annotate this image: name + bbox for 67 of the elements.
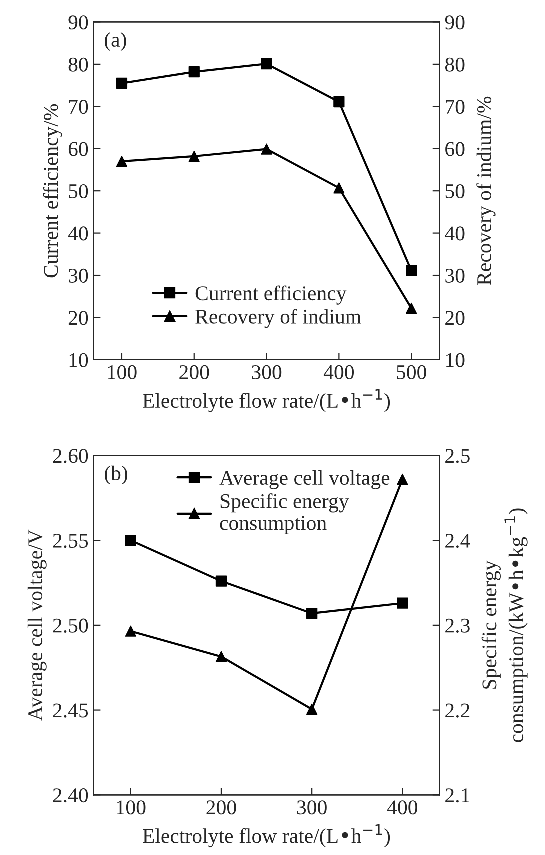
y-tick-label: 60: [68, 142, 88, 156]
y-tick-label: 2.45: [53, 704, 88, 718]
x-axis-title: Electrolyte flow rate/(L•h$^{−1}$): [143, 824, 390, 848]
y2-axis-title: Specific energy consumption/(kW•h•kg$^{−1}$): [482, 508, 528, 742]
y-tick-label: 90: [68, 16, 88, 30]
point: [116, 156, 128, 168]
point: [116, 78, 128, 90]
y2-tick-label: 10: [446, 353, 465, 368]
x-axis-title: Electrolyte flow rate/(L•h$^{−1}$): [143, 389, 390, 412]
x-tick-label: 300: [297, 800, 327, 815]
y2-tick-label: 2.5: [446, 449, 470, 464]
annotation: (b): [105, 466, 128, 485]
y2-tick-label: 2.1: [446, 788, 470, 803]
y2-tick-label: 90: [445, 16, 465, 30]
legend-label: Average cell voltage: [220, 470, 390, 490]
point: [216, 651, 228, 662]
point: [261, 58, 272, 70]
x-tick-label: 300: [252, 365, 282, 380]
legend-label: Specific energy consumption: [220, 494, 350, 534]
legend-label: Current efficiency: [196, 286, 347, 305]
point: [334, 182, 345, 194]
y-tick-label: 80: [68, 58, 88, 72]
y-tick-label: 20: [68, 311, 88, 326]
point: [306, 704, 318, 716]
x-tick-label: 500: [397, 365, 426, 380]
annotation: (a): [105, 32, 126, 52]
point: [406, 265, 418, 276]
y2-tick-label: 70: [446, 100, 465, 114]
y-axis-title: Average cell voltage/V: [28, 530, 47, 722]
point: [188, 150, 200, 162]
y2-axis-title: Recovery of indium/%: [476, 96, 496, 286]
point: [125, 626, 136, 637]
point: [216, 576, 228, 587]
x-tick-label: 200: [180, 365, 210, 380]
y-tick-label: 30: [69, 268, 88, 283]
y2-tick-label: 2.4: [446, 534, 470, 548]
y2-tick-label: 2.3: [446, 618, 470, 633]
y-tick-label: 2.40: [53, 788, 88, 803]
x-tick-label: 100: [108, 365, 137, 380]
y-tick-label: 10: [70, 353, 88, 368]
point: [125, 535, 136, 546]
y2-tick-label: 50: [446, 184, 465, 199]
y-axis-title: Current efficiency/%: [43, 104, 62, 278]
y-tick-label: 2.50: [53, 618, 88, 633]
legend-label: Recovery of indium: [196, 309, 362, 328]
y-tick-label: 40: [68, 226, 88, 241]
y-tick-label: 2.55: [53, 534, 88, 548]
y2-tick-label: 20: [446, 311, 465, 326]
y-tick-label: 50: [69, 184, 88, 199]
point: [188, 66, 200, 78]
y-tick-label: 2.60: [53, 449, 88, 464]
point: [397, 598, 408, 609]
x-tick-label: 100: [117, 800, 146, 815]
y-tick-label: 70: [69, 100, 88, 114]
x-tick-label: 400: [387, 800, 418, 815]
y2-tick-label: 80: [445, 58, 465, 72]
y2-tick-label: 40: [445, 226, 465, 241]
point: [334, 96, 345, 108]
y2-tick-label: 30: [446, 268, 465, 283]
point: [397, 474, 408, 486]
y2-tick-label: 2.2: [446, 704, 470, 718]
point: [406, 302, 418, 314]
x-tick-label: 200: [206, 800, 236, 815]
x-tick-label: 400: [324, 365, 354, 380]
point: [261, 144, 272, 155]
y2-tick-label: 60: [446, 142, 465, 156]
point: [306, 608, 318, 620]
